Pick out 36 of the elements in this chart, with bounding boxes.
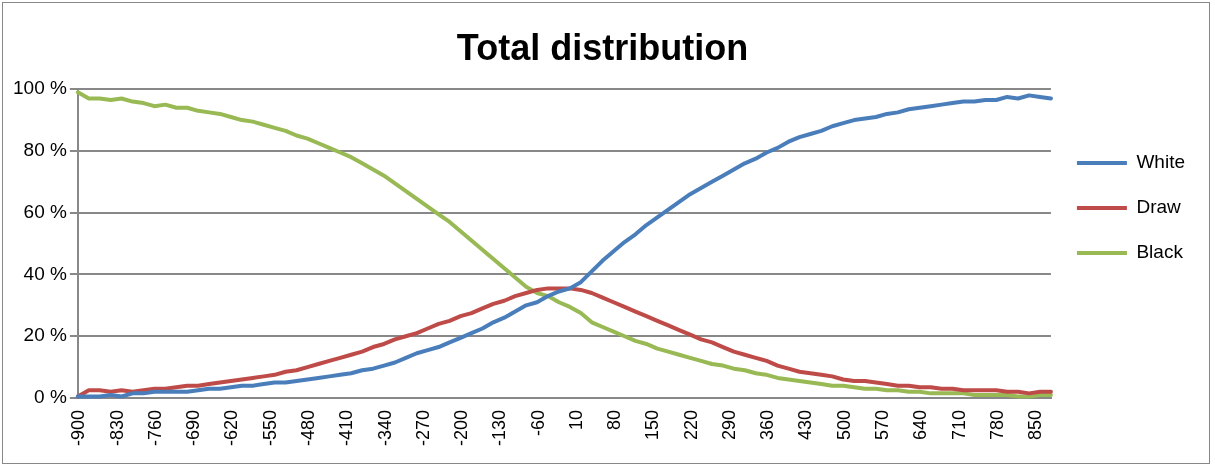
x-tick-label: 710 <box>948 410 969 441</box>
x-tick-label: 10 <box>565 410 586 431</box>
x-tick-label: 500 <box>833 410 854 441</box>
y-tick-label: 0 % <box>34 386 67 408</box>
x-tick-label: 150 <box>642 410 663 441</box>
y-tick-label: 60 % <box>23 200 67 222</box>
legend-label: White <box>1136 151 1186 173</box>
x-tick-label: -270 <box>412 410 433 447</box>
x-tick-label: -60 <box>527 410 548 437</box>
x-tick-label: -900 <box>68 410 89 447</box>
y-tick-label: 100 % <box>13 77 67 99</box>
x-tick-label: -200 <box>451 410 472 447</box>
x-tick-label: 850 <box>1025 410 1046 441</box>
x-tick-label: -550 <box>259 410 280 447</box>
x-tick-label: -480 <box>297 410 318 447</box>
x-tick-label: -830 <box>106 410 127 447</box>
x-tick-label: -620 <box>221 410 242 447</box>
x-tick-label: -130 <box>489 410 510 447</box>
x-tick-label: 290 <box>718 410 739 441</box>
x-tick-label: -340 <box>374 410 395 447</box>
x-tick-label: 220 <box>680 410 701 441</box>
x-tick-label: -410 <box>336 410 357 447</box>
y-tick-label: 80 % <box>23 139 67 161</box>
x-tick-label: 80 <box>604 410 625 431</box>
chart-title: Total distribution <box>456 26 749 68</box>
x-tick-label: -760 <box>144 410 165 447</box>
x-tick-label: 780 <box>986 410 1007 441</box>
x-tick-label: 430 <box>795 410 816 441</box>
x-tick-label: -690 <box>183 410 204 447</box>
x-tick-label: 360 <box>757 410 778 441</box>
x-tick-label: 570 <box>871 410 892 441</box>
legend-label: Black <box>1136 241 1184 263</box>
y-tick-label: 20 % <box>23 324 67 346</box>
legend-label: Draw <box>1136 196 1182 218</box>
y-tick-label: 40 % <box>23 262 67 284</box>
x-tick-label: 640 <box>910 410 931 441</box>
